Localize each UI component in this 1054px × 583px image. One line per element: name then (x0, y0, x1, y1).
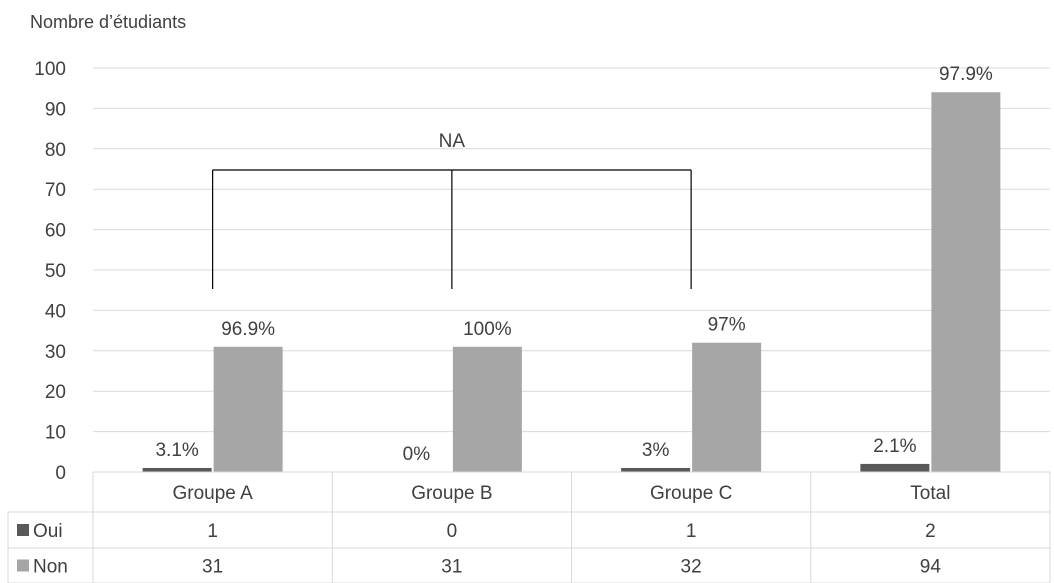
data-table: Groupe A Groupe B Groupe C Total Oui 1 0 1 2 Non 3… (7, 471, 1051, 583)
bar-label-oui-groupe-c: 3% (642, 440, 670, 461)
bar-label-oui-groupe-a: 3.1% (155, 440, 198, 461)
bar-non-groupe-c (692, 342, 762, 472)
bar-label-non-groupe-c: 97% (708, 315, 746, 336)
bar-oui-total (860, 463, 930, 472)
y-tick-10: 10 (45, 423, 66, 444)
y-axis-label: Nombre d’étudiants (30, 12, 186, 32)
bar-label-non-total: 97.9% (939, 64, 993, 85)
y-tick-50: 50 (45, 261, 66, 282)
table-cell-oui-1: 0 (447, 521, 458, 542)
annotation-na: NA (439, 131, 466, 152)
category-label-groupe-c: Groupe C (650, 483, 732, 504)
y-tick-0: 0 (55, 463, 66, 484)
table-cell-non-2: 32 (681, 557, 702, 578)
y-tick-30: 30 (45, 342, 66, 363)
category-label-groupe-b: Groupe B (411, 483, 492, 504)
category-label-groupe-a: Groupe A (172, 483, 253, 504)
legend-label-non: Non (33, 557, 68, 578)
y-tick-100: 100 (34, 59, 66, 80)
legend-swatch-non (17, 559, 29, 572)
bars (142, 92, 1001, 473)
bar-non-groupe-b (452, 346, 522, 472)
bar-value-labels: 3.1% 96.9% 0% 100% 3% 97% 2.1% 97.9% (155, 64, 992, 465)
bar-label-non-groupe-a: 96.9% (221, 319, 275, 340)
table-cell-oui-0: 1 (207, 521, 218, 542)
bar-label-oui-groupe-b: 0% (403, 444, 431, 465)
legend-swatch-oui (17, 524, 29, 536)
bar-label-non-groupe-b: 100% (463, 319, 512, 340)
bar-oui-groupe-a (142, 467, 212, 472)
table-cell-non-3: 94 (920, 557, 942, 578)
table-cell-non-0: 31 (202, 557, 223, 578)
y-tick-60: 60 (45, 221, 66, 242)
bar-non-total (931, 92, 1001, 473)
y-tick-20: 20 (45, 382, 66, 403)
na-bracket-annotation: NA (212, 131, 692, 289)
y-tick-70: 70 (45, 180, 66, 201)
legend-label-oui: Oui (33, 521, 63, 542)
y-tick-80: 80 (45, 140, 66, 161)
bar-label-oui-total: 2.1% (873, 436, 916, 457)
y-tick-40: 40 (45, 301, 66, 322)
category-label-total: Total (910, 483, 950, 504)
table-cell-oui-3: 2 (925, 521, 936, 542)
table-cell-oui-2: 1 (686, 521, 697, 542)
y-tick-90: 90 (45, 99, 66, 120)
bar-non-groupe-a (213, 346, 283, 472)
bar-oui-groupe-c (621, 467, 691, 472)
y-tick-labels: 0 10 20 30 40 50 60 70 80 90 100 (34, 59, 66, 484)
table-cell-non-1: 31 (441, 557, 462, 578)
